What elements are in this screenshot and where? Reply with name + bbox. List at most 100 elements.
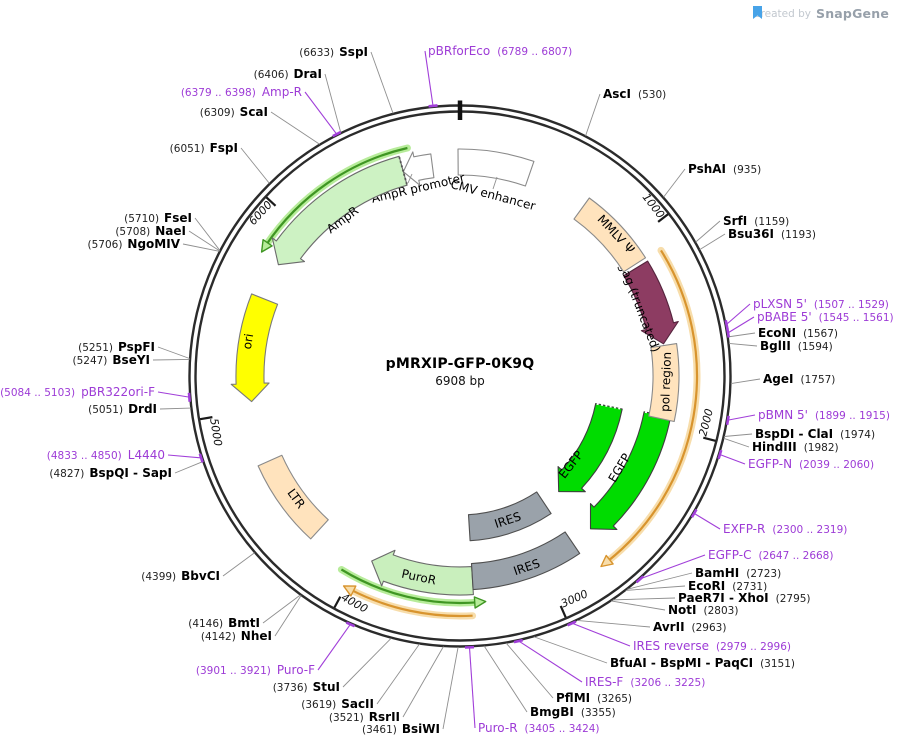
feature-pol-region[interactable]: pol region: [648, 343, 680, 423]
primer-label-ires-f[interactable]: IRES-F (3206 .. 3225): [585, 675, 705, 689]
primer-tick-l4440: [198, 453, 204, 463]
site-label-naei[interactable]: (5708) NaeI: [115, 224, 186, 238]
site-label-ecori[interactable]: EcoRI (2731): [688, 579, 767, 593]
primer-leader-egfp-n: [719, 453, 746, 465]
site-label-econi[interactable]: EcoNI (1567): [758, 326, 838, 340]
primer-label-pbrforeco[interactable]: pBRforEco (6789 .. 6807): [428, 44, 572, 58]
site-label-bsiwi[interactable]: (3461) BsiWI: [362, 722, 440, 736]
site-label-stui[interactable]: (3736) StuI: [273, 680, 340, 694]
site-leader-noti: [611, 600, 666, 611]
primer-leader-puro-r: [468, 646, 476, 729]
primer-label-egfp-c[interactable]: EGFP-C (2647 .. 2668): [708, 548, 833, 562]
site-label-hindiii[interactable]: HindIII (1982): [752, 440, 839, 454]
site-label-bfuai-bspmi-paqci[interactable]: BfuAI - BspMI - PaqCI (3151): [610, 656, 795, 670]
site-leader-bbvci: [222, 552, 255, 577]
primer-tick-pbabe-5: [726, 328, 731, 338]
site-label-asci[interactable]: AscI (530): [603, 87, 666, 101]
site-leader-nhei: [274, 595, 302, 637]
site-label-bspdi-clai[interactable]: BspDI - ClaI (1974): [755, 427, 875, 441]
tick-label-5000: 5000: [207, 417, 224, 447]
site-leader-ecori: [625, 585, 686, 591]
site-label-srfi[interactable]: SrfI (1159): [723, 214, 789, 228]
site-label-bglii[interactable]: BglII (1594): [760, 339, 833, 353]
site-label-sacii[interactable]: (3619) SacII: [301, 697, 374, 711]
primer-label-ires-reverse[interactable]: IRES reverse (2979 .. 2996): [633, 639, 791, 653]
feature-ires-inner[interactable]: IRES: [467, 491, 552, 542]
primer-leader-plxsn-5: [725, 303, 751, 326]
feature-gag-truncated[interactable]: gag (truncated): [616, 260, 679, 354]
site-leader-drdi: [159, 407, 191, 410]
feature-mmlv-psi[interactable]: MMLV Ψ: [573, 197, 647, 273]
primer-label-exfp-r[interactable]: EXFP-R (2300 .. 2319): [723, 522, 847, 536]
primer-tick-ires-f: [513, 638, 523, 644]
primer-label-plxsn-5[interactable]: pLXSN 5' (1507 .. 1529): [753, 297, 889, 311]
site-label-bsu36i[interactable]: Bsu36I (1193): [728, 227, 816, 241]
site-leader-pflmi: [505, 642, 554, 699]
tick-2000: 2000: [696, 407, 716, 442]
primer-label-l4440[interactable]: (4833 .. 4850) L4440: [47, 448, 165, 462]
primer-leader-pbr322ori-f: [157, 391, 190, 398]
site-label-bmti[interactable]: (4146) BmtI: [188, 616, 260, 630]
tick-label-2000: 2000: [696, 407, 715, 437]
site-label-pspfi[interactable]: (5251) PspFI: [78, 340, 155, 354]
snapgene-watermark: Created by SnapGene: [753, 6, 889, 21]
primer-label-puro-f[interactable]: (3901 .. 3921) Puro-F: [196, 663, 315, 677]
site-leader-naei: [188, 230, 220, 252]
orf-ampr: [260, 144, 411, 253]
site-leader-bmgbi: [483, 645, 528, 713]
primer-label-pbr322ori-f[interactable]: (5084 .. 5103) pBR322ori-F: [0, 385, 155, 399]
primer-label-puro-r[interactable]: Puro-R (3405 .. 3424): [478, 721, 600, 735]
site-label-pflmi[interactable]: PflMI (3265): [556, 691, 632, 705]
site-label-paer7i-xhoi[interactable]: PaeR7I - XhoI (2795): [678, 591, 811, 605]
tick-5000: 5000: [199, 416, 225, 447]
snapgene-flag-icon: [753, 6, 763, 19]
site-leader-bsiwi: [442, 646, 459, 730]
site-label-fsei[interactable]: (5710) FseI: [124, 211, 192, 225]
site-label-noti[interactable]: NotI (2803): [668, 603, 738, 617]
site-label-agei[interactable]: AgeI (1757): [763, 372, 835, 386]
site-label-sspi[interactable]: (6633) SspI: [299, 45, 368, 59]
feature-ori[interactable]: ori: [230, 293, 279, 403]
site-leader-bspqi-sapi: [174, 461, 204, 474]
primer-label-egfp-n[interactable]: EGFP-N (2039 .. 2060): [748, 457, 874, 471]
site-label-bbvci[interactable]: (4399) BbvCI: [141, 569, 220, 583]
site-label-fspi[interactable]: (6051) FspI: [170, 141, 238, 155]
site-label-bmgbi[interactable]: BmgBI (3355): [530, 705, 616, 719]
watermark-prefix: Created by: [753, 7, 811, 20]
feature-label-ori[interactable]: ori: [240, 333, 256, 351]
leader-lines: [152, 50, 761, 730]
site-leader-drai: [324, 73, 342, 133]
site-label-nhei[interactable]: (4142) NheI: [201, 629, 272, 643]
site-leader-fsei: [194, 217, 221, 251]
primer-leader-ires-f: [517, 640, 583, 683]
site-label-bseyi[interactable]: (5247) BseYI: [72, 353, 150, 367]
site-label-avrii[interactable]: AvrII (2963): [653, 620, 726, 634]
site-label-drai[interactable]: (6406) DraI: [254, 67, 322, 81]
primer-label-amp-r[interactable]: (6379 .. 6398) Amp-R: [181, 85, 302, 99]
orf-gag-pol: [600, 246, 701, 568]
site-label-pshai[interactable]: PshAI (935): [688, 162, 761, 176]
site-label-bamhi[interactable]: BamHI (2723): [695, 566, 781, 580]
feature-puror[interactable]: PuroR: [371, 549, 474, 596]
site-label-scai[interactable]: (6309) ScaI: [200, 105, 268, 119]
feature-label-pol-region[interactable]: pol region: [658, 352, 674, 413]
site-label-rsrii[interactable]: (3521) RsrII: [329, 710, 400, 724]
feature-ltr[interactable]: LTR: [257, 454, 329, 540]
orf-arrow-arcs: [260, 144, 701, 620]
primer-label-pbmn-5[interactable]: pBMN 5' (1899 .. 1915): [758, 408, 890, 422]
feature-egfp-inner[interactable]: EGFP: [556, 402, 623, 493]
tick-label-3000: 3000: [559, 587, 590, 610]
site-label-drdi[interactable]: (5051) DrdI: [88, 402, 157, 416]
primer-label-pbabe-5[interactable]: pBABE 5' (1545 .. 1561): [757, 310, 894, 324]
primer-leader-pbmn-5: [727, 414, 756, 421]
feature-ires-outer[interactable]: IRES: [470, 531, 581, 591]
site-label-bspqi-sapi[interactable]: (4827) BspQI - SapI: [49, 466, 172, 480]
primer-leader-l4440: [167, 454, 202, 459]
site-leader-sspi: [370, 51, 394, 114]
primer-tick-amp-r: [332, 130, 342, 138]
site-leader-rsrii: [402, 646, 444, 718]
site-leader-bfuai-bspmi-paqci: [533, 636, 608, 664]
site-label-ngomiv[interactable]: (5706) NgoMIV: [88, 237, 181, 251]
